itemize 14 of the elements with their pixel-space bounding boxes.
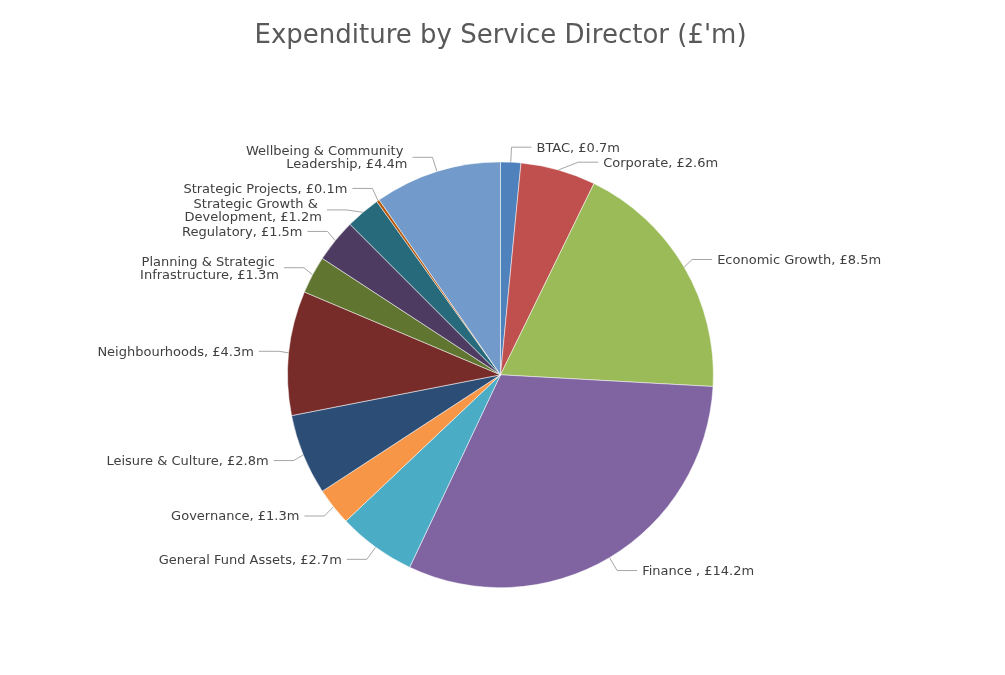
slice-label: Neighbourhoods, £4.3m <box>97 343 254 359</box>
slice-label: Regulatory, £1.5m <box>182 223 303 239</box>
slice-label: Strategic Growth & Development, £1.2m <box>184 195 322 224</box>
slice-label: Finance , £14.2m <box>642 563 755 579</box>
slice-label: General Fund Assets, £2.7m <box>158 551 342 567</box>
slice-label: Governance, £1.3m <box>171 508 300 524</box>
slice-label: Planning & Strategic Infrastructure, £1.3m <box>140 253 279 282</box>
slice-label: Leisure & Culture, £2.8m <box>106 453 269 469</box>
slice-label: Corporate, £2.6m <box>603 154 719 170</box>
slice-label: Strategic Projects, £0.1m <box>183 180 348 196</box>
slice-label: BTAC, £0.7m <box>536 139 620 155</box>
slice-label: Economic Growth, £8.5m <box>717 252 882 268</box>
slice-label: Wellbeing & Community Leadership, £4.4m <box>246 143 408 172</box>
chart-title: Expenditure by Service Director (£'m) <box>254 19 747 49</box>
